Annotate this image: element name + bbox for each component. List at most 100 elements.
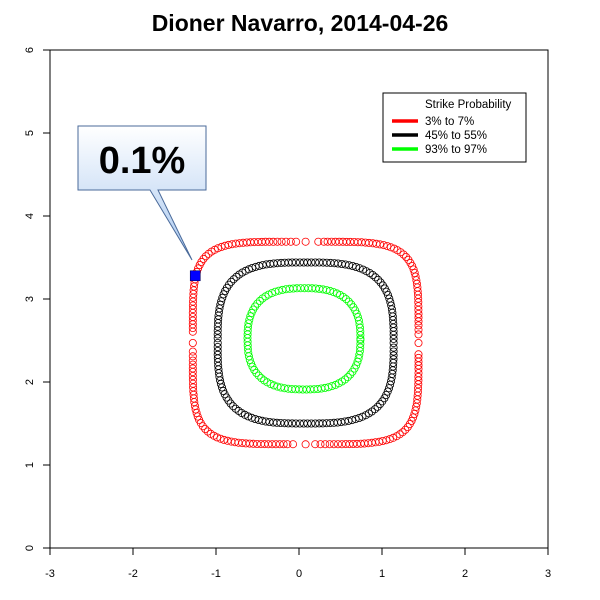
- contour-point: [413, 387, 422, 396]
- contour-point: [295, 258, 304, 267]
- contour-point: [284, 419, 293, 428]
- contour-point: [188, 356, 197, 365]
- contour-point: [213, 330, 222, 339]
- contour-series: [243, 284, 365, 394]
- contour-point: [254, 237, 263, 246]
- contour-point: [188, 347, 197, 356]
- contour-point: [327, 237, 336, 246]
- x-tick-label: -3: [45, 568, 55, 580]
- contour-point: [386, 243, 395, 252]
- x-tick-label: -1: [211, 568, 221, 580]
- contour-point: [333, 440, 342, 449]
- contour-point: [257, 374, 266, 383]
- contour-point: [213, 326, 222, 335]
- contour-point: [414, 330, 423, 339]
- contour-point: [275, 440, 284, 449]
- x-axis: -3 -2 -1 0 1 2 3: [45, 547, 551, 580]
- contour-point: [192, 408, 201, 417]
- contour-point: [319, 237, 328, 246]
- contour-point: [274, 286, 283, 295]
- contour-point: [414, 325, 423, 334]
- contour-point: [246, 312, 255, 321]
- contour-point: [201, 252, 210, 261]
- contour-point: [352, 361, 361, 370]
- contour-point: [323, 237, 332, 246]
- contour-point: [344, 297, 353, 306]
- contour-point: [414, 384, 423, 393]
- contour-point: [401, 425, 410, 434]
- contour-point: [414, 372, 423, 381]
- contour-point: [244, 352, 253, 361]
- x-tick-label: 2: [462, 568, 468, 580]
- contour-point: [288, 440, 297, 449]
- contour-point: [353, 238, 362, 247]
- contour-point: [414, 302, 423, 311]
- callout-label: 0.1%: [99, 140, 186, 182]
- contour-point: [389, 334, 398, 343]
- contour-point: [301, 440, 310, 449]
- callout: 0.1%: [77, 125, 207, 261]
- contour-point: [213, 322, 222, 331]
- contour-point: [247, 413, 256, 422]
- contour-point: [217, 242, 226, 251]
- contour-point: [402, 252, 411, 261]
- legend-entry-black: 45% to 55%: [425, 130, 487, 142]
- contour-point: [389, 343, 398, 352]
- contour-point: [204, 249, 213, 258]
- contour-point: [258, 294, 267, 303]
- pitch-marker: [189, 270, 201, 282]
- contour-point: [389, 351, 398, 360]
- contour-point: [321, 440, 330, 449]
- contour-point: [409, 413, 418, 422]
- contour-point: [227, 277, 236, 286]
- contour-point: [191, 405, 200, 414]
- chart-title: Dioner Navarro, 2014-04-26: [152, 10, 449, 36]
- contour-point: [383, 242, 392, 251]
- contour-point: [376, 278, 385, 287]
- contour-point: [188, 367, 197, 376]
- contour-point: [346, 370, 355, 379]
- contour-point: [374, 275, 383, 284]
- contour-point: [325, 440, 334, 449]
- contour-point: [217, 383, 226, 392]
- contour-point: [324, 383, 333, 392]
- contour-point: [201, 424, 210, 433]
- contour-point: [383, 387, 392, 396]
- callout-box: [77, 125, 207, 261]
- contour-point: [403, 422, 412, 431]
- contour-point: [385, 294, 394, 303]
- contour-point: [343, 373, 352, 382]
- contour-point: [264, 440, 273, 449]
- contour-point: [303, 419, 312, 428]
- contour-point: [376, 400, 385, 409]
- y-tick-label: 2: [24, 379, 36, 385]
- contour-point: [252, 368, 261, 377]
- y-axis: 0 1 2 3 4 5 6: [24, 47, 51, 551]
- contour-point: [355, 264, 364, 273]
- contour-point: [314, 237, 323, 246]
- contour-point: [300, 284, 309, 293]
- contour-point: [188, 308, 197, 317]
- contour-point: [188, 364, 197, 373]
- contour-point: [229, 402, 238, 411]
- contour-point: [386, 298, 395, 307]
- contour-point: [248, 263, 257, 272]
- contour-point: [286, 237, 295, 246]
- contour-point: [409, 265, 418, 274]
- contour-point: [188, 323, 197, 332]
- contour-point: [404, 255, 413, 264]
- y-tick-label: 1: [24, 462, 36, 468]
- contour-point: [301, 237, 310, 246]
- contour-point: [272, 418, 281, 427]
- contour-point: [247, 308, 256, 317]
- contour-point: [329, 440, 338, 449]
- contour-point: [203, 427, 212, 436]
- contour-point: [390, 244, 399, 253]
- contour-point: [370, 405, 379, 414]
- probability-contours: [188, 237, 423, 449]
- contour-point: [342, 295, 351, 304]
- contour-point: [399, 250, 408, 259]
- contour-point: [330, 259, 339, 268]
- x-tick-label: 3: [545, 568, 551, 580]
